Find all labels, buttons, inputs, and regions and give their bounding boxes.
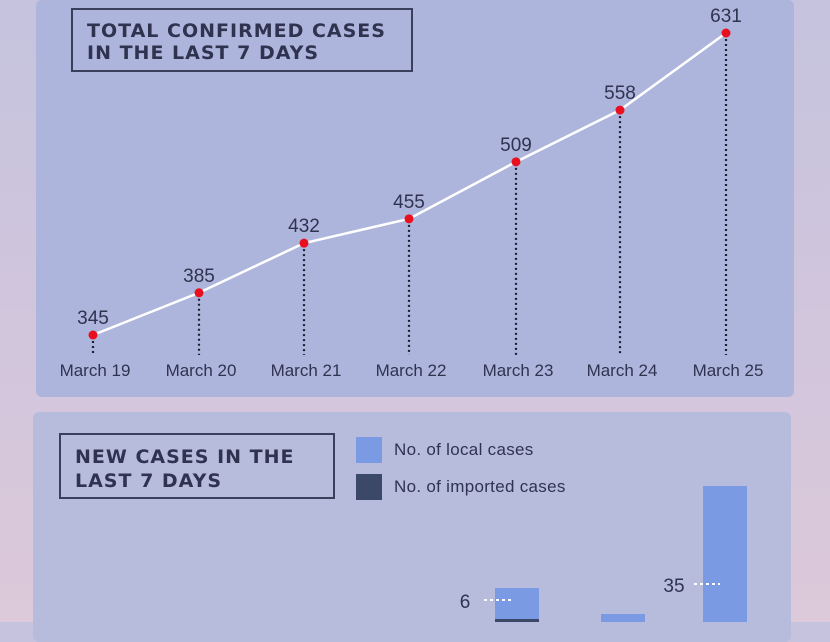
data-label-6: 558: [604, 83, 636, 104]
data-label-2: 385: [183, 266, 215, 287]
data-point-1: [88, 330, 98, 340]
data-point-6: [615, 105, 625, 115]
x-tick-label-3: March 21: [271, 361, 342, 380]
legend-swatch-imported: [356, 474, 382, 500]
bar-chart-panel: [33, 412, 791, 642]
x-tick-label-4: March 22: [376, 361, 447, 380]
data-label-7: 631: [710, 6, 742, 27]
bar-data-label-7: 35: [663, 576, 684, 597]
bar-chart-title-line-2: LAST 7 DAYS: [75, 470, 223, 492]
legend-label-imported: No. of imported cases: [394, 477, 566, 496]
data-point-4: [404, 214, 414, 224]
data-label-5: 509: [500, 135, 532, 156]
bar-chart-title: NEW CASES IN THE LAST 7 DAYS: [59, 433, 335, 499]
data-point-7: [721, 28, 731, 38]
data-point-3: [299, 238, 309, 248]
line-chart-title-line-2: IN THE LAST 7 DAYS: [87, 42, 320, 64]
x-tick-label-7: March 25: [693, 361, 764, 380]
line-chart-panel: [36, 0, 794, 397]
bar-local-6: [601, 614, 645, 622]
line-chart-title-line-1: TOTAL CONFIRMED CASES: [87, 20, 386, 42]
bar-chart-title-line-1: NEW CASES IN THE: [75, 446, 295, 468]
legend-label-local: No. of local cases: [394, 440, 534, 459]
legend-item-imported: No. of imported cases: [356, 474, 566, 500]
data-label-3: 432: [288, 216, 320, 237]
line-chart-title: TOTAL CONFIRMED CASES IN THE LAST 7 DAYS: [71, 8, 413, 72]
x-tick-label-5: March 23: [483, 361, 554, 380]
x-tick-label-2: March 20: [166, 361, 237, 380]
total-cases-line: [92, 31, 727, 337]
x-tick-label-6: March 24: [587, 361, 658, 380]
bar-local-7: [703, 486, 747, 622]
data-label-1: 345: [77, 308, 109, 329]
data-point-5: [511, 157, 521, 167]
x-tick-label-1: March 19: [60, 361, 131, 380]
data-label-4: 455: [393, 192, 425, 213]
legend-item-local: No. of local cases: [356, 437, 534, 463]
bar-imported-5: [495, 619, 539, 622]
bar-data-label-5: 6: [460, 592, 471, 613]
legend-swatch-local: [356, 437, 382, 463]
chart-canvas: 345 385 432 455 509 558 631 March 19 March 20 Mar…: [60, 6, 764, 622]
bar-local-5: [495, 588, 539, 622]
data-point-2: [194, 288, 204, 298]
